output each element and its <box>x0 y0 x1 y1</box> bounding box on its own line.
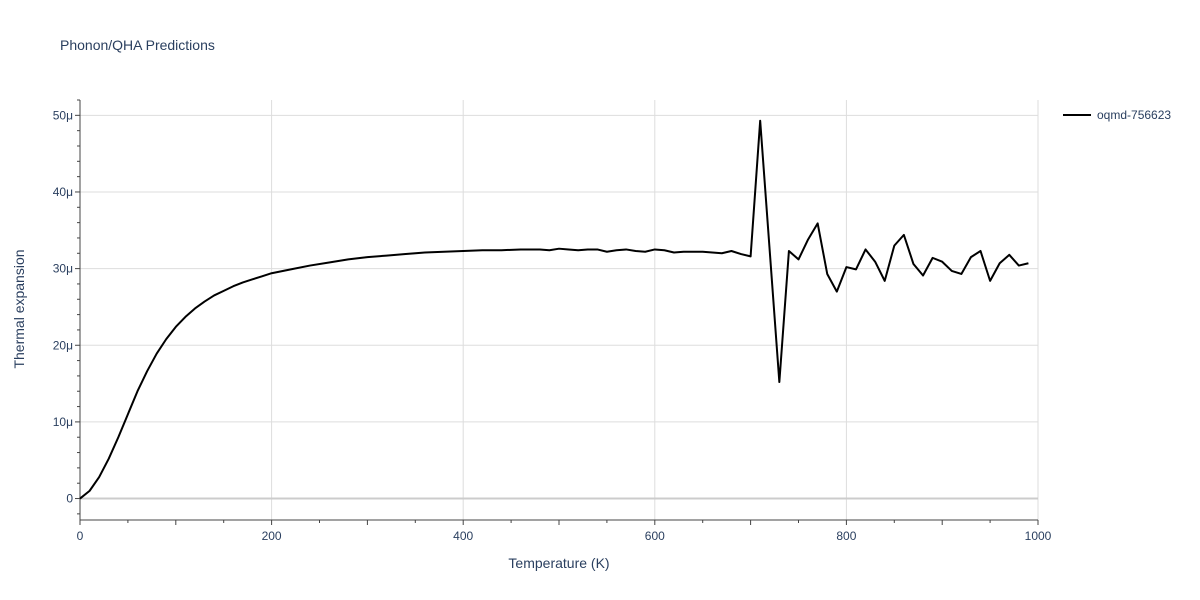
y-tick-label: 10μ <box>53 415 73 429</box>
y-tick-label: 50μ <box>53 108 73 122</box>
y-tick-label: 40μ <box>53 185 73 199</box>
legend[interactable]: oqmd-756623 <box>1063 108 1171 122</box>
y-axis-ticks: 0 10μ 20μ 30μ 40μ 50μ <box>53 108 74 505</box>
chart-title: Phonon/QHA Predictions <box>60 37 215 53</box>
x-axis-ticks: 0 200 400 600 800 1000 <box>77 529 1052 543</box>
x-tick-label: 1000 <box>1025 529 1052 543</box>
y-tick-label: 30μ <box>53 262 73 276</box>
x-tick-label: 0 <box>77 529 84 543</box>
x-tick-label: 400 <box>453 529 473 543</box>
x-axis-title: Temperature (K) <box>508 555 609 571</box>
legend-label-oqmd-756623: oqmd-756623 <box>1097 108 1171 122</box>
gridlines <box>80 100 1039 520</box>
x-tick-label: 200 <box>262 529 282 543</box>
x-tick-label: 600 <box>645 529 665 543</box>
x-tick-label: 800 <box>836 529 856 543</box>
series-line-oqmd-756623[interactable] <box>79 119 1029 500</box>
series-layer <box>79 119 1029 500</box>
y-tick-label: 20μ <box>53 338 73 352</box>
axes <box>75 99 1039 525</box>
y-tick-label: 0 <box>66 492 73 506</box>
y-axis-title: Thermal expansion <box>11 249 27 368</box>
